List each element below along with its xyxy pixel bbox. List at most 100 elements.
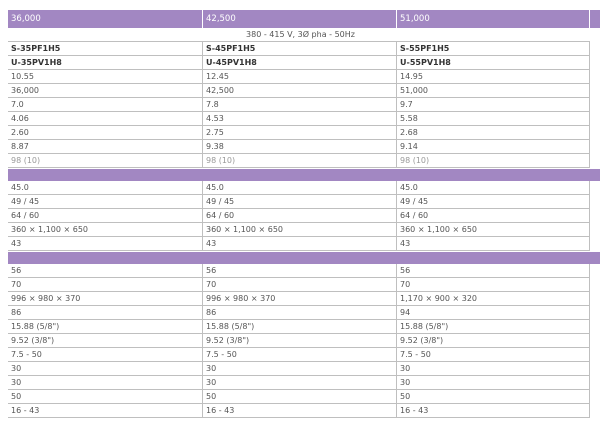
- table-cell: 996 × 980 × 370: [203, 292, 397, 305]
- table-cell: 50: [8, 390, 203, 403]
- table-row: 50 50 50: [8, 390, 590, 404]
- table-cell: 9.38: [203, 140, 397, 153]
- table-cell: 64 / 60: [203, 209, 397, 222]
- table-row: 56 56 56: [8, 264, 590, 278]
- table-cell: 30: [397, 362, 590, 375]
- table-cell: 360 × 1,100 × 650: [397, 223, 590, 236]
- table-row: S-35PF1H5 S-45PF1H5 S-55PF1H5: [8, 42, 590, 56]
- table-cell: 7.5 - 50: [8, 348, 203, 361]
- table-row: 70 70 70: [8, 278, 590, 292]
- table-cell: 16 - 43: [203, 404, 397, 417]
- table-cell: 64 / 60: [8, 209, 203, 222]
- table-row: 996 × 980 × 370 996 × 980 × 370 1,170 × 90…: [8, 292, 590, 306]
- table-cell: 70: [203, 278, 397, 291]
- table-cell: 50: [397, 390, 590, 403]
- table-row: 36,000 42,500 51,000: [8, 84, 590, 98]
- table-cell: 51,000: [397, 84, 590, 97]
- table-cell: 4.06: [8, 112, 203, 125]
- table-row: 49 / 45 49 / 45 49 / 45: [8, 195, 590, 209]
- table-row: 30 30 30: [8, 376, 590, 390]
- table-cell: 70: [397, 278, 590, 291]
- table-cell: 7.5 - 50: [397, 348, 590, 361]
- table-cell: 996 × 980 × 370: [8, 292, 203, 305]
- table-cell: 360 × 1,100 × 650: [8, 223, 203, 236]
- table-cell: 15.88 (5/8"): [397, 320, 590, 333]
- table-cell: 36,000: [8, 84, 203, 97]
- table-cell: 15.88 (5/8"): [203, 320, 397, 333]
- table-cell: 16 - 43: [8, 404, 203, 417]
- table-row: 64 / 60 64 / 60 64 / 60: [8, 209, 590, 223]
- table-cell: 45.0: [203, 181, 397, 194]
- table-cell: 43: [8, 237, 203, 250]
- table-row: 9.52 (3/8") 9.52 (3/8") 9.52 (3/8"): [8, 334, 590, 348]
- table-row: 4.06 4.53 5.58: [8, 112, 590, 126]
- table-cell: S-35PF1H5: [8, 42, 203, 55]
- table-cell: 98 (10): [397, 154, 590, 167]
- table-cell: U-35PV1H8: [8, 56, 203, 69]
- table-cell: 56: [397, 264, 590, 277]
- table-cell: 9.52 (3/8"): [8, 334, 203, 347]
- table-cell: 5.58: [397, 112, 590, 125]
- section-bar: [8, 169, 600, 181]
- table-cell: 9.52 (3/8"): [397, 334, 590, 347]
- table-cell: 12.45: [203, 70, 397, 83]
- section-bar: [8, 252, 600, 264]
- table-cell: 10.55: [8, 70, 203, 83]
- table-cell: 98 (10): [8, 154, 203, 167]
- table-cell: 45.0: [397, 181, 590, 194]
- table-cell: 4.53: [203, 112, 397, 125]
- table-row: 16 - 43 16 - 43 16 - 43: [8, 404, 590, 418]
- table-cell: 30: [397, 376, 590, 389]
- table-cell: 360 × 1,100 × 650: [203, 223, 397, 236]
- table-cell: S-55PF1H5: [397, 42, 590, 55]
- table-cell: 7.8: [203, 98, 397, 111]
- table-cell: 94: [397, 306, 590, 319]
- table-cell: 70: [8, 278, 203, 291]
- header-cell: 36,000: [8, 10, 203, 28]
- table-cell: 16 - 43: [397, 404, 590, 417]
- table-row: 86 86 94: [8, 306, 590, 320]
- table-cell: 1,170 × 900 × 320: [397, 292, 590, 305]
- header-cell: 51,000: [397, 10, 590, 28]
- table-cell: 64 / 60: [397, 209, 590, 222]
- table-cell: 49 / 45: [203, 195, 397, 208]
- table-cell: 98 (10): [203, 154, 397, 167]
- table-cell: 43: [397, 237, 590, 250]
- table-cell: 2.75: [203, 126, 397, 139]
- table-cell: 49 / 45: [8, 195, 203, 208]
- table-row: 15.88 (5/8") 15.88 (5/8") 15.88 (5/8"): [8, 320, 590, 334]
- table-cell: 7.0: [8, 98, 203, 111]
- table-row: 43 43 43: [8, 237, 590, 251]
- table-cell: 14.95: [397, 70, 590, 83]
- table-row: 30 30 30: [8, 362, 590, 376]
- table-cell: U-55PV1H8: [397, 56, 590, 69]
- power-row: 380 - 415 V, 3Ø pha - 50Hz: [8, 28, 590, 42]
- table-cell: 30: [203, 362, 397, 375]
- table-row: 2.60 2.75 2.68: [8, 126, 590, 140]
- table-cell: 45.0: [8, 181, 203, 194]
- header-cell: 42,500: [203, 10, 397, 28]
- power-supply: 380 - 415 V, 3Ø pha - 50Hz: [246, 30, 355, 39]
- table-row: 98 (10) 98 (10) 98 (10): [8, 154, 590, 168]
- table-cell: 8.87: [8, 140, 203, 153]
- table-row: 7.5 - 50 7.5 - 50 7.5 - 50: [8, 348, 590, 362]
- table-cell: 56: [203, 264, 397, 277]
- table-cell: 56: [8, 264, 203, 277]
- table-cell: 9.7: [397, 98, 590, 111]
- table-cell: 30: [8, 362, 203, 375]
- table-cell: 30: [8, 376, 203, 389]
- table-cell: S-45PF1H5: [203, 42, 397, 55]
- header-bar: 36,000 42,500 51,000: [8, 10, 600, 28]
- table-cell: U-45PV1H8: [203, 56, 397, 69]
- table-cell: 15.88 (5/8"): [8, 320, 203, 333]
- table-cell: 30: [203, 376, 397, 389]
- table-row: 10.55 12.45 14.95: [8, 70, 590, 84]
- table-row: 7.0 7.8 9.7: [8, 98, 590, 112]
- table-cell: 2.60: [8, 126, 203, 139]
- table-row: U-35PV1H8 U-45PV1H8 U-55PV1H8: [8, 56, 590, 70]
- table-cell: 2.68: [397, 126, 590, 139]
- table-row: 45.0 45.0 45.0: [8, 181, 590, 195]
- table-cell: 9.14: [397, 140, 590, 153]
- table-cell: 42,500: [203, 84, 397, 97]
